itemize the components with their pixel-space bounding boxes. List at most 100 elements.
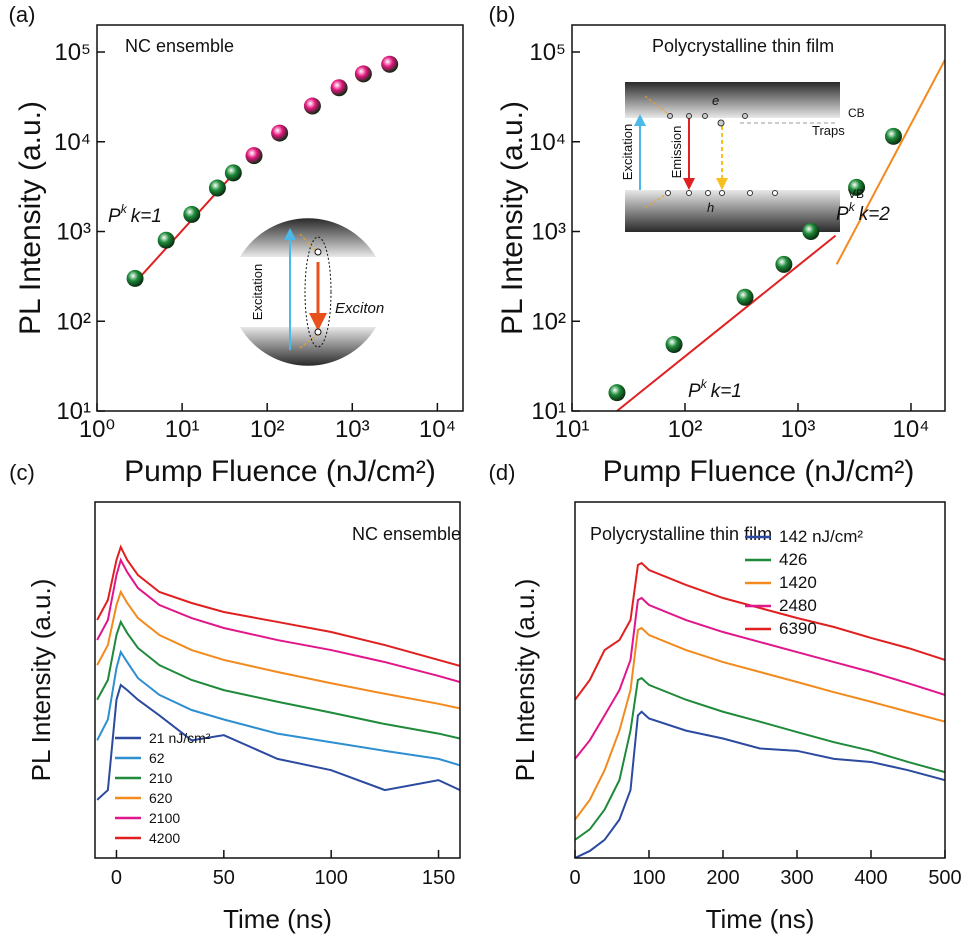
x-tick-label: 10² — [668, 416, 703, 443]
slope-text: k=1 — [711, 381, 742, 402]
plot-frame — [94, 501, 461, 859]
plot-3 — [575, 561, 945, 858]
inset-label: Traps — [812, 123, 845, 138]
marker — [848, 178, 866, 196]
y-axis-label: PL Intensity (a.u.) — [14, 101, 47, 335]
x-axis-label: Pump Fluence (nJ/cm²) — [124, 455, 436, 488]
series-line — [96, 589, 460, 710]
y-tick-label: 10³ — [531, 219, 566, 246]
legend-label: 6390 — [779, 619, 817, 638]
inset-label: Emission — [669, 126, 684, 179]
annotation: Polycrystalline thin film — [590, 524, 772, 544]
marker — [224, 164, 242, 182]
legend-label: 4200 — [149, 830, 180, 846]
slope-sup: k — [701, 377, 708, 391]
series-line — [575, 676, 945, 841]
annotation: NC ensemble — [352, 524, 461, 544]
x-tick-label: 10⁴ — [892, 416, 929, 443]
x-tick-label: 50 — [213, 867, 235, 889]
slope-sup: k — [849, 200, 856, 214]
inset-label: h — [707, 200, 714, 215]
x-tick-label: 10¹ — [555, 416, 590, 443]
plot-frame — [574, 501, 946, 859]
marker — [802, 223, 820, 241]
series-line — [96, 683, 460, 801]
y-tick-label: 10² — [56, 308, 91, 335]
y-axis-label: PL Intensity (a.u.) — [496, 101, 529, 335]
x-tick-label: 10³ — [781, 416, 816, 443]
x-axis-label: Pump Fluence (nJ/cm²) — [603, 455, 915, 488]
slope-text: k=2 — [859, 204, 891, 225]
legend-label: 2480 — [779, 596, 817, 615]
y-tick-label: 10⁴ — [529, 129, 566, 156]
legend-label: 2100 — [149, 810, 180, 826]
series-line — [575, 596, 945, 760]
x-tick-label: 10⁰ — [79, 416, 115, 443]
x-tick-label: 10² — [250, 416, 285, 443]
marker — [183, 205, 201, 223]
plot-1 — [608, 59, 945, 411]
marker — [157, 231, 175, 249]
marker — [354, 65, 372, 83]
x-tick-label: 10³ — [335, 416, 370, 443]
slope-base: P — [836, 204, 849, 225]
y-axis-label: PL Intensity (a.u.) — [26, 579, 56, 782]
series-line — [96, 557, 460, 683]
series-line — [575, 710, 945, 858]
inset-label: Excitation — [620, 124, 635, 180]
slope-base: P — [108, 206, 121, 227]
marker — [303, 97, 321, 115]
legend-label: 142 nJ/cm² — [779, 527, 863, 546]
slope-base: P — [688, 381, 701, 402]
marker — [208, 179, 226, 197]
x-tick-label: 150 — [422, 867, 455, 889]
legend-label: 1420 — [779, 573, 817, 592]
panel-label: (a) — [9, 2, 36, 27]
marker — [736, 288, 754, 306]
slope-label: Pk k=2 — [836, 200, 890, 225]
inset-label: VB — [848, 187, 864, 201]
marker — [884, 127, 902, 145]
slope-label: Pk k=1 — [108, 202, 162, 227]
y-tick-label: 10¹ — [531, 398, 566, 425]
y-tick-label: 10⁵ — [529, 39, 566, 66]
x-tick-label: 10¹ — [165, 416, 200, 443]
x-tick-label: 200 — [706, 867, 739, 889]
panel-label: (c) — [9, 460, 35, 485]
x-tick-label: 500 — [928, 867, 961, 889]
marker — [330, 79, 348, 97]
annotation: NC ensemble — [125, 36, 234, 56]
plot-0 — [126, 55, 399, 287]
inset-label: Exciton — [335, 300, 384, 317]
marker — [381, 55, 399, 73]
x-axis-label: Time (ns) — [223, 904, 332, 934]
plot-frame — [571, 24, 946, 412]
marker — [126, 269, 144, 287]
fit-line — [616, 234, 837, 411]
x-tick-label: 300 — [780, 867, 813, 889]
slope-text: k=1 — [131, 206, 162, 227]
inset-diagram — [240, 218, 376, 366]
y-tick-label: 10² — [531, 308, 566, 335]
marker — [665, 336, 683, 354]
series-line — [96, 544, 460, 667]
legend-label: 620 — [149, 790, 173, 806]
y-axis-label: PL Intensity (a.u.) — [510, 579, 540, 782]
fit-line — [835, 59, 945, 265]
series-line — [96, 649, 460, 767]
y-tick-label: 10⁵ — [54, 39, 91, 66]
x-tick-label: 100 — [632, 867, 665, 889]
inset-label: Excitation — [250, 264, 265, 320]
inset-diagram — [625, 82, 840, 232]
series-line — [575, 561, 945, 701]
y-tick-label: 10³ — [56, 219, 91, 246]
y-tick-label: 10⁴ — [54, 129, 91, 156]
x-tick-label: 100 — [314, 867, 347, 889]
x-tick-label: 10⁴ — [419, 416, 456, 443]
x-axis-label: Time (ns) — [706, 904, 815, 934]
legend-label: 21 nJ/cm² — [149, 730, 211, 746]
panel-label: (d) — [489, 460, 516, 485]
plot-2 — [96, 544, 460, 801]
plot-frame — [96, 24, 464, 412]
